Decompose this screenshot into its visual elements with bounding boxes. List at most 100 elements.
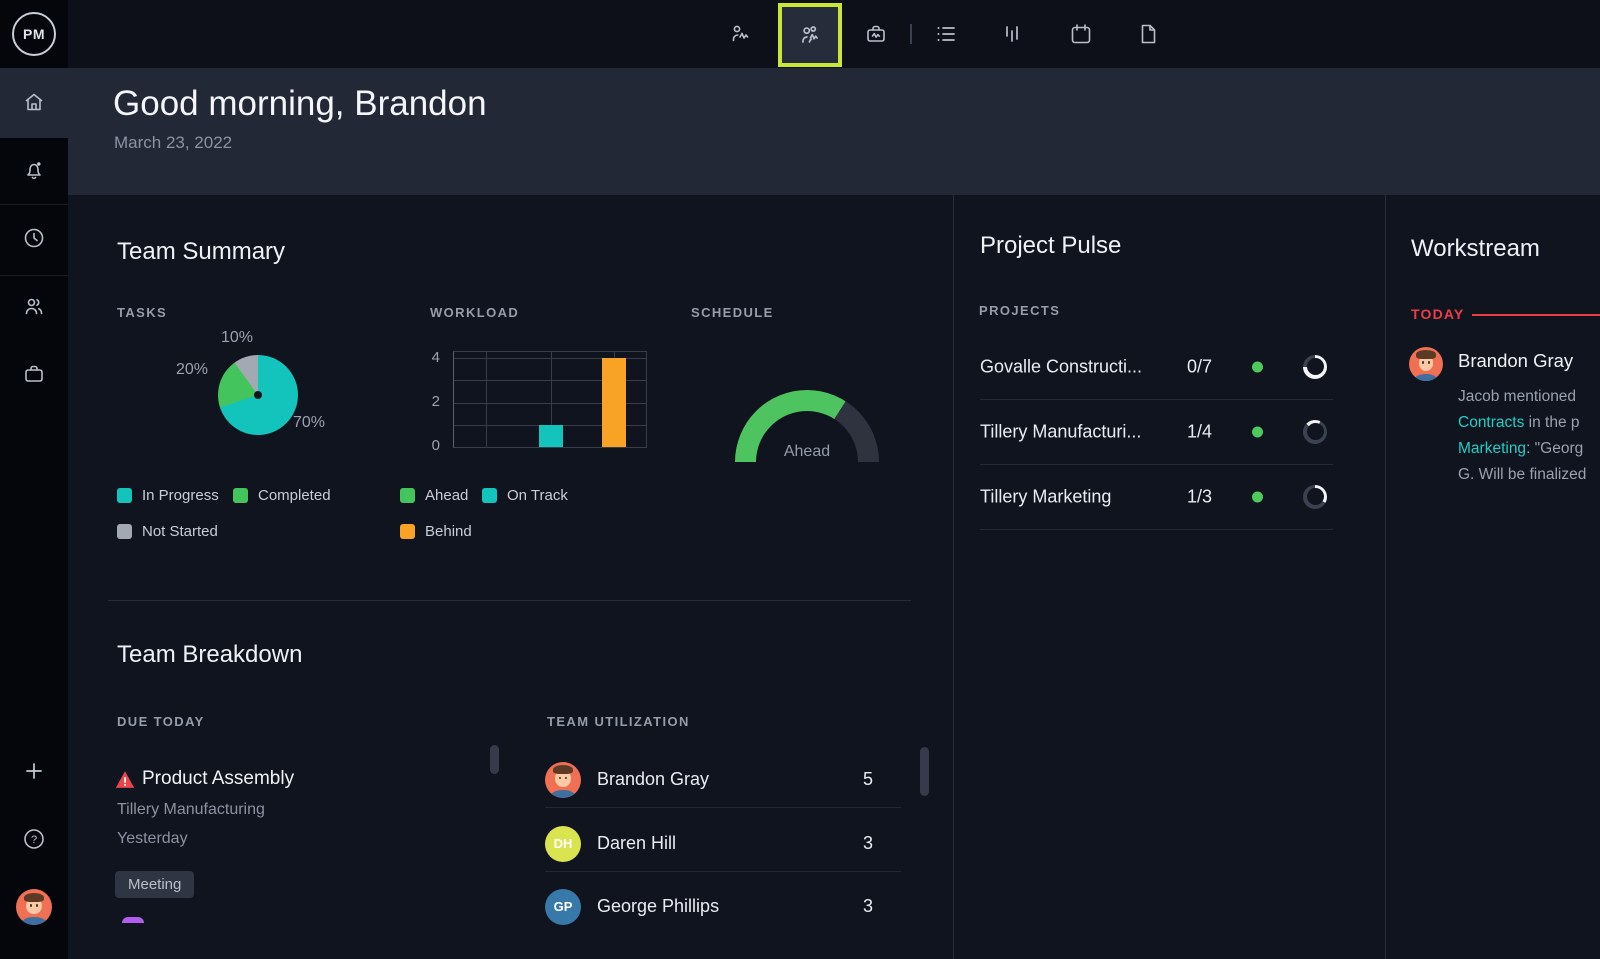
sidebar [0, 138, 68, 959]
pie-label-20: 20% [176, 361, 209, 378]
legend-swatch [482, 487, 497, 503]
team-summary-title: Team Summary [117, 238, 286, 265]
workstream-author: Brandon Gray [1458, 350, 1574, 371]
due-task-project: Tillery Manufacturing [117, 801, 265, 818]
page-title: Good morning, Brandon [113, 84, 487, 123]
member-avatar: DH [545, 825, 581, 862]
schedule-label: SCHEDULE [691, 305, 774, 320]
notification-dot [37, 162, 41, 166]
bar-on-track [539, 424, 563, 447]
legend-label: Not Started [142, 522, 218, 540]
health-dot [1252, 426, 1263, 437]
message-text: Jacob mentioned [1458, 388, 1577, 405]
health-dot [1252, 491, 1263, 502]
toolbar-divider [910, 24, 912, 44]
message-text: in the p [1524, 414, 1580, 431]
calendar-icon[interactable] [1069, 22, 1093, 46]
workload-label: WORKLOAD [430, 305, 520, 320]
legend-swatch [400, 487, 415, 503]
avatar-shirt [22, 917, 46, 925]
sidebar-item-home[interactable] [22, 90, 46, 114]
projects-label: PROJECTS [979, 303, 1061, 318]
project-pulse-title: Project Pulse [980, 232, 1122, 259]
project-task-fraction: 1/3 [1187, 486, 1213, 506]
legend-label: Completed [258, 486, 331, 504]
timeline-icon[interactable] [1000, 22, 1024, 46]
app-logo-block[interactable]: PM [0, 0, 68, 68]
y-tick-2: 2 [431, 393, 440, 410]
message-link[interactable]: Contracts [1458, 414, 1525, 431]
schedule-gauge: Ahead [735, 390, 879, 463]
utilization-row[interactable]: DH Daren Hill 3 [545, 812, 901, 875]
sidebar-separator [0, 275, 68, 276]
due-list-scrollbar[interactable] [490, 745, 499, 774]
utilization-scrollbar[interactable] [920, 747, 929, 796]
tasks-pie-chart [218, 355, 298, 435]
sidebar-item-team[interactable] [22, 294, 46, 318]
pie-center-dot [254, 391, 262, 399]
avatar-hair [23, 892, 45, 902]
member-task-count: 3 [862, 896, 873, 916]
project-row[interactable]: Tillery Manufacturi... 1/4 [980, 399, 1333, 465]
sidebar-item-notifications[interactable] [22, 158, 46, 182]
svg-text:?: ? [31, 834, 37, 846]
sidebar-item-portfolio[interactable] [22, 362, 46, 386]
sidebar-separator [0, 204, 68, 205]
next-avatar-peek [122, 917, 144, 923]
progress-ring [1303, 484, 1327, 509]
workstream-message-line: Jacob mentioned [1458, 388, 1576, 406]
utilization-row[interactable]: GP George Phillips 3 [545, 875, 901, 938]
project-row[interactable]: Govalle Constructi... 0/7 [980, 334, 1333, 400]
page-date: March 23, 2022 [114, 133, 233, 152]
progress-ring [1303, 354, 1327, 379]
team-breakdown-title: Team Breakdown [117, 641, 303, 668]
panel-divider [953, 195, 954, 959]
task-list-icon[interactable] [934, 22, 958, 46]
pie-label-70: 70% [293, 414, 326, 431]
team-utilization-label: TEAM UTILIZATION [547, 714, 690, 729]
team-activity-button-highlighted[interactable] [778, 3, 842, 67]
due-today-label: DUE TODAY [117, 714, 205, 729]
portfolio-activity-icon[interactable] [864, 22, 888, 46]
legend-label: On Track [507, 486, 568, 504]
help-button[interactable]: ? [22, 827, 46, 851]
avatar-eye [35, 904, 39, 907]
tasks-label: TASKS [117, 305, 168, 320]
workstream-title: Workstream [1411, 235, 1540, 262]
legend-ahead: Ahead [400, 486, 469, 504]
user-activity-icon[interactable] [729, 22, 753, 46]
workstream-message-line: Contracts in the p [1458, 414, 1580, 432]
bar-behind [602, 358, 626, 447]
legend-completed: Completed [233, 486, 331, 504]
header-band [0, 68, 1600, 195]
due-task-name[interactable]: Product Assembly [142, 768, 295, 789]
member-name: George Phillips [597, 896, 720, 916]
project-row[interactable]: Tillery Marketing 1/3 [980, 464, 1333, 530]
workload-bar-chart [453, 351, 647, 448]
project-task-fraction: 0/7 [1187, 356, 1213, 376]
pie-label-10: 10% [221, 329, 254, 346]
member-name: Brandon Gray [597, 769, 710, 789]
y-tick-0: 0 [431, 437, 440, 454]
utilization-row[interactable]: Brandon Gray 5 [545, 748, 901, 811]
member-avatar [545, 761, 581, 798]
report-icon[interactable] [1136, 22, 1160, 46]
legend-label: Ahead [425, 486, 469, 504]
profile-avatar[interactable] [16, 889, 52, 925]
message-link[interactable]: Marketing [1458, 440, 1527, 457]
add-button[interactable] [22, 759, 46, 783]
legend-behind: Behind [400, 523, 472, 540]
project-name: Tillery Manufacturi... [980, 421, 1142, 441]
due-task-date: Yesterday [117, 830, 188, 847]
today-rule [1472, 314, 1600, 316]
task-tag: Meeting [115, 871, 195, 898]
member-name: Daren Hill [597, 833, 677, 853]
sidebar-item-recent[interactable] [22, 226, 46, 250]
workstream-panel: Workstream TODAY Brandon Gray Jacob ment… [1386, 195, 1600, 959]
workstream-message-line: G. Will be finalized [1458, 466, 1586, 484]
legend-not-started: Not Started [117, 522, 218, 540]
overdue-warning-icon [115, 770, 135, 789]
team-activity-icon [802, 26, 818, 43]
project-name: Govalle Constructi... [980, 356, 1143, 376]
top-bar [0, 0, 1600, 68]
